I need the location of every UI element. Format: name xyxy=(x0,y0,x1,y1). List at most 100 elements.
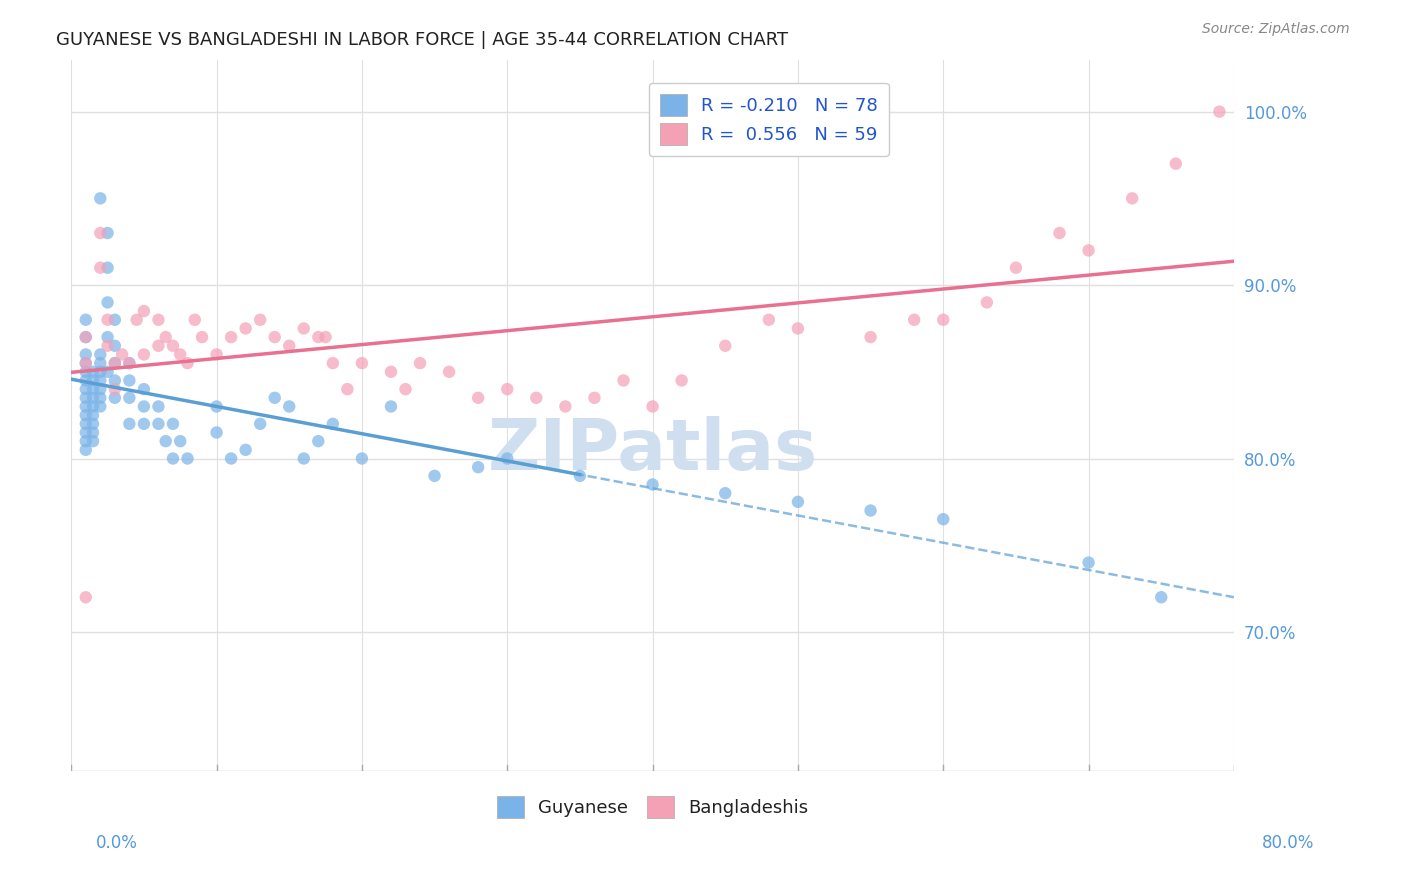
Point xyxy=(89,260,111,275)
Point xyxy=(148,312,170,326)
Point xyxy=(75,408,97,422)
Point xyxy=(496,382,519,396)
Point xyxy=(82,434,104,449)
Point xyxy=(118,356,141,370)
Point xyxy=(932,512,955,526)
Point xyxy=(191,330,214,344)
Point xyxy=(322,356,344,370)
Point xyxy=(1208,104,1230,119)
Point xyxy=(1164,156,1187,170)
Point xyxy=(104,356,127,370)
Point xyxy=(118,391,141,405)
Point xyxy=(612,374,634,388)
Point xyxy=(169,347,191,361)
Point xyxy=(97,330,120,344)
Point xyxy=(350,356,373,370)
Point xyxy=(89,191,111,205)
Point xyxy=(75,591,97,605)
Point xyxy=(1077,244,1099,258)
Point xyxy=(82,391,104,405)
Point xyxy=(89,226,111,240)
Point xyxy=(380,365,402,379)
Legend: Guyanese, Bangladeshis: Guyanese, Bangladeshis xyxy=(489,789,815,826)
Point xyxy=(89,400,111,414)
Text: ZIPatlas: ZIPatlas xyxy=(488,417,818,485)
Point xyxy=(75,312,97,326)
Point xyxy=(932,312,955,326)
Point xyxy=(583,391,606,405)
Point xyxy=(111,347,134,361)
Point xyxy=(82,400,104,414)
Point xyxy=(75,442,97,457)
Point xyxy=(75,330,97,344)
Point xyxy=(409,356,432,370)
Point xyxy=(205,400,228,414)
Point xyxy=(671,374,693,388)
Point xyxy=(89,374,111,388)
Point xyxy=(132,417,155,431)
Point xyxy=(75,330,97,344)
Point xyxy=(82,425,104,440)
Point xyxy=(554,400,576,414)
Point xyxy=(263,330,285,344)
Point xyxy=(235,442,257,457)
Point xyxy=(82,408,104,422)
Point xyxy=(641,400,664,414)
Point xyxy=(104,339,127,353)
Point xyxy=(132,382,155,396)
Point xyxy=(524,391,547,405)
Point xyxy=(75,425,97,440)
Point xyxy=(235,321,257,335)
Point xyxy=(350,451,373,466)
Point xyxy=(219,451,242,466)
Point xyxy=(97,260,120,275)
Text: Source: ZipAtlas.com: Source: ZipAtlas.com xyxy=(1202,22,1350,37)
Point xyxy=(82,417,104,431)
Point xyxy=(249,312,271,326)
Point xyxy=(104,391,127,405)
Point xyxy=(75,365,97,379)
Point xyxy=(148,400,170,414)
Point xyxy=(278,400,301,414)
Point xyxy=(89,356,111,370)
Point xyxy=(184,312,207,326)
Point xyxy=(82,382,104,396)
Point xyxy=(249,417,271,431)
Point xyxy=(1005,260,1028,275)
Point xyxy=(467,391,489,405)
Point xyxy=(1150,591,1173,605)
Point xyxy=(97,295,120,310)
Point xyxy=(568,468,591,483)
Point xyxy=(148,339,170,353)
Point xyxy=(315,330,337,344)
Point xyxy=(176,451,198,466)
Point xyxy=(263,391,285,405)
Point xyxy=(82,374,104,388)
Point xyxy=(205,425,228,440)
Point xyxy=(104,312,127,326)
Point xyxy=(423,468,446,483)
Point xyxy=(132,347,155,361)
Point xyxy=(787,495,810,509)
Point xyxy=(1121,191,1143,205)
Point xyxy=(307,330,329,344)
Point xyxy=(714,339,737,353)
Point xyxy=(75,434,97,449)
Point xyxy=(132,400,155,414)
Point xyxy=(292,321,315,335)
Point xyxy=(307,434,329,449)
Point xyxy=(903,312,925,326)
Point xyxy=(75,347,97,361)
Point xyxy=(787,321,810,335)
Text: 80.0%: 80.0% xyxy=(1263,834,1315,852)
Point xyxy=(97,312,120,326)
Point xyxy=(125,312,148,326)
Point xyxy=(89,347,111,361)
Point xyxy=(75,417,97,431)
Point xyxy=(714,486,737,500)
Point xyxy=(75,400,97,414)
Text: GUYANESE VS BANGLADESHI IN LABOR FORCE | AGE 35-44 CORRELATION CHART: GUYANESE VS BANGLADESHI IN LABOR FORCE |… xyxy=(56,31,789,49)
Point xyxy=(467,460,489,475)
Point xyxy=(162,339,184,353)
Point xyxy=(104,382,127,396)
